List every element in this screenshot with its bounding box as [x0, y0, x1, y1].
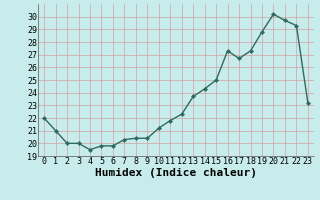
X-axis label: Humidex (Indice chaleur): Humidex (Indice chaleur)	[95, 168, 257, 178]
